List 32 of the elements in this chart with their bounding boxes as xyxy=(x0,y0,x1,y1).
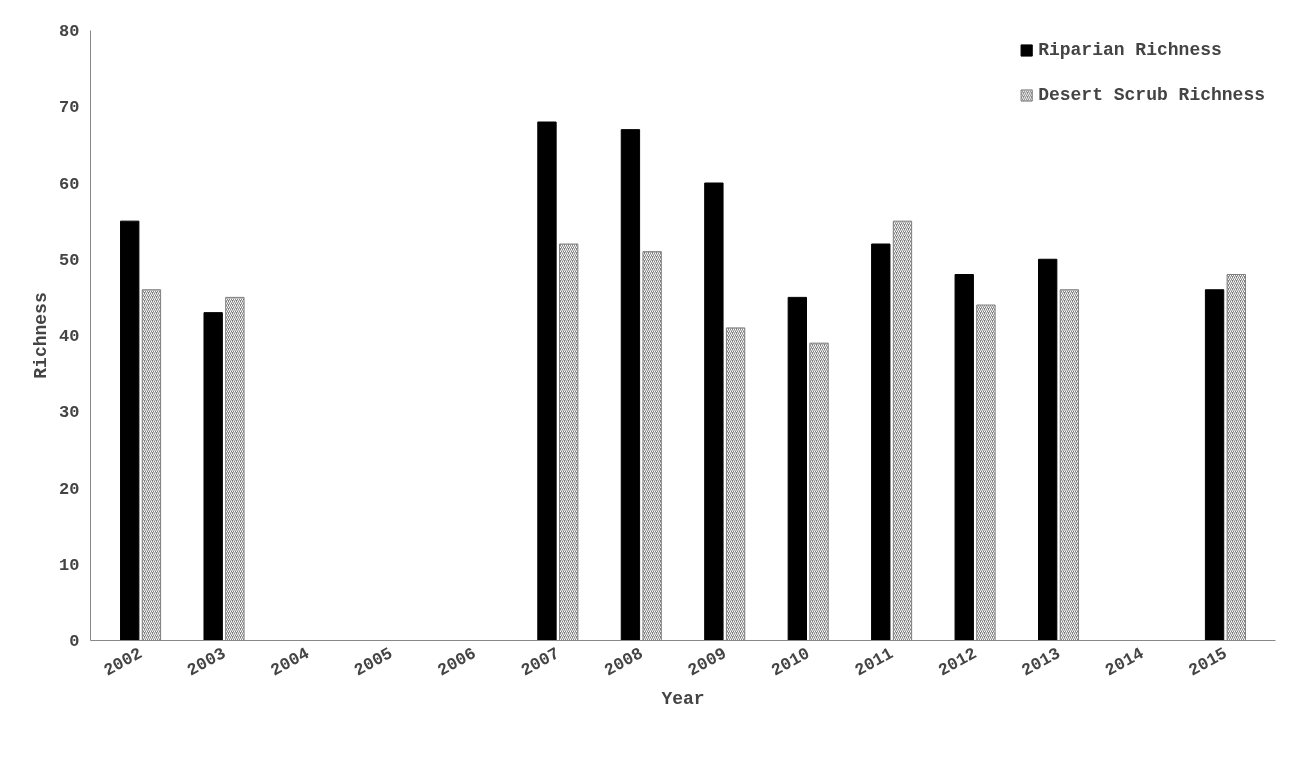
bar xyxy=(120,220,140,641)
y-tick-label: 50 xyxy=(59,250,80,270)
x-tick-label: 2009 xyxy=(684,644,730,681)
x-axis-title: Year xyxy=(661,688,705,709)
y-axis-title: Richness xyxy=(31,292,52,379)
bar xyxy=(620,129,641,641)
x-tick-label: 2003 xyxy=(184,644,230,681)
x-tick-label: 2008 xyxy=(601,644,647,681)
bar xyxy=(537,121,557,641)
bar xyxy=(203,312,223,641)
legend-label: Desert Scrub Richness xyxy=(1038,85,1265,105)
x-tick-label: 2012 xyxy=(935,644,981,681)
x-tick-label: 2011 xyxy=(851,644,897,681)
bar xyxy=(787,296,808,641)
legend-label: Riparian Richness xyxy=(1038,40,1222,60)
y-tick-label: 40 xyxy=(59,327,80,346)
bar xyxy=(954,274,974,641)
bar xyxy=(704,182,724,641)
y-tick-label: 70 xyxy=(59,98,80,118)
y-tick-label: 80 xyxy=(59,22,80,41)
x-tick-label: 2010 xyxy=(768,644,814,681)
bar xyxy=(1038,258,1058,641)
bar xyxy=(871,243,891,641)
y-tick-label: 20 xyxy=(59,479,80,499)
x-tick-label: 2006 xyxy=(434,644,480,681)
y-tick-label: 30 xyxy=(59,403,80,423)
y-tick-label: 60 xyxy=(59,174,80,194)
x-tick-label: 2002 xyxy=(100,644,146,681)
x-tick-label: 2013 xyxy=(1018,644,1064,681)
y-tick-label: 0 xyxy=(69,632,80,651)
y-tick-label: 10 xyxy=(59,555,80,575)
bar xyxy=(1204,289,1225,641)
